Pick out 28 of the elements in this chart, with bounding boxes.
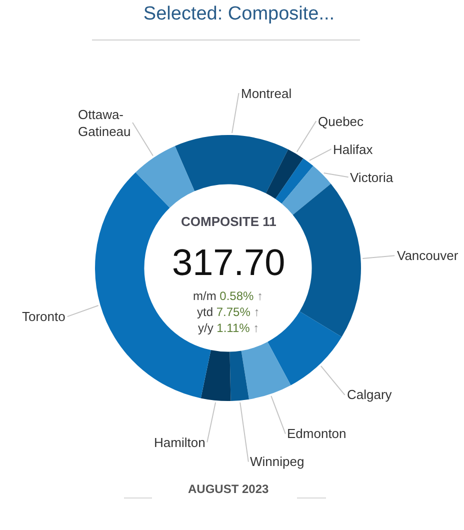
- donut-slice: [241, 342, 291, 400]
- donut-slice: [136, 146, 195, 208]
- slice-label: Quebec: [318, 114, 364, 129]
- slice-label: Ottawa-Gatineau: [78, 107, 131, 139]
- text: m/m 0.58% ↑: [193, 289, 264, 303]
- donut-slice: [200, 350, 231, 401]
- text: ytd 7.75% ↑: [197, 305, 260, 319]
- text: AUGUST 2023: [188, 482, 270, 496]
- slice-label: Victoria: [350, 170, 394, 185]
- slice-label: Halifax: [333, 142, 374, 157]
- text: y/y 1.11% ↑: [198, 321, 260, 335]
- donut-slice: [174, 135, 288, 194]
- text: 317.70: [172, 242, 286, 283]
- slice-label: Montreal: [241, 86, 292, 101]
- donut-slice: [230, 350, 250, 401]
- slice-label: Toronto: [22, 309, 66, 324]
- donut-slice: [292, 184, 361, 337]
- slice-label: Calgary: [347, 387, 392, 402]
- slice-label: Hamilton: [154, 435, 206, 450]
- donut-slice: [266, 149, 304, 199]
- slice-label: Edmonton: [287, 426, 346, 441]
- donut-slice: [282, 166, 331, 215]
- slice-label: Winnipeg: [250, 454, 304, 469]
- text: COMPOSITE 11: [181, 214, 276, 229]
- donut-slice: [268, 311, 342, 386]
- slice-label: Vancouver: [397, 248, 459, 263]
- chart-title: Selected: Composite...: [143, 4, 335, 25]
- donut-slice: [275, 158, 314, 204]
